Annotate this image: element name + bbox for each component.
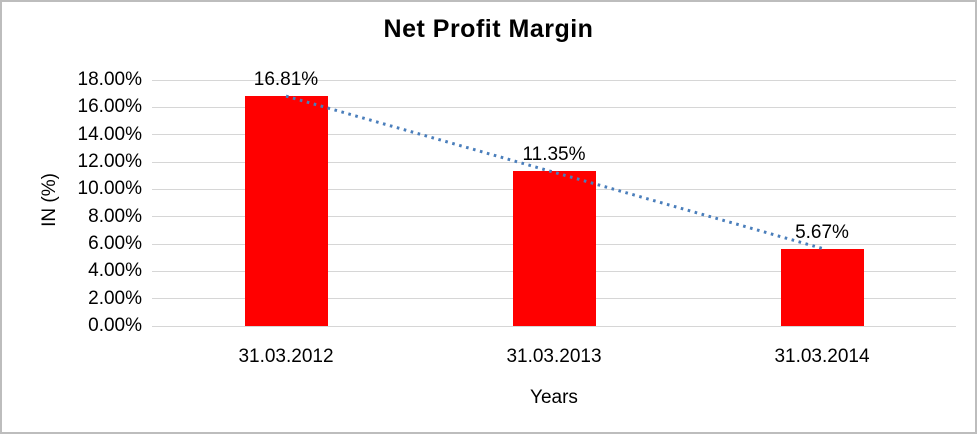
- bar: [780, 248, 864, 326]
- chart-title: Net Profit Margin: [383, 15, 594, 43]
- gridline: [152, 325, 956, 327]
- bar-value-label: 5.67%: [795, 221, 849, 243]
- y-tick-label: 10.00%: [77, 178, 142, 200]
- bar: [244, 96, 328, 326]
- y-tick-label: 14.00%: [77, 123, 142, 145]
- gridline: [152, 79, 956, 81]
- y-tick-label: 18.00%: [77, 69, 142, 90]
- y-tick-label: 4.00%: [88, 260, 142, 282]
- y-tick-label: 2.00%: [88, 287, 142, 309]
- category-label: 31.03.2014: [774, 346, 870, 367]
- bar-value-label: 11.35%: [522, 143, 586, 165]
- category-label: 31.03.2012: [238, 346, 334, 367]
- category-label: 31.03.2013: [506, 346, 602, 367]
- y-tick-label: 6.00%: [88, 233, 142, 254]
- bar: [512, 170, 596, 326]
- y-tick-label: 12.00%: [77, 151, 142, 172]
- y-tick-label: 8.00%: [88, 205, 142, 227]
- x-axis-title: Years: [530, 387, 578, 408]
- bar-value-label: 16.81%: [253, 69, 319, 91]
- y-tick-label: 16.00%: [77, 96, 142, 118]
- y-tick-label: 0.00%: [88, 315, 142, 336]
